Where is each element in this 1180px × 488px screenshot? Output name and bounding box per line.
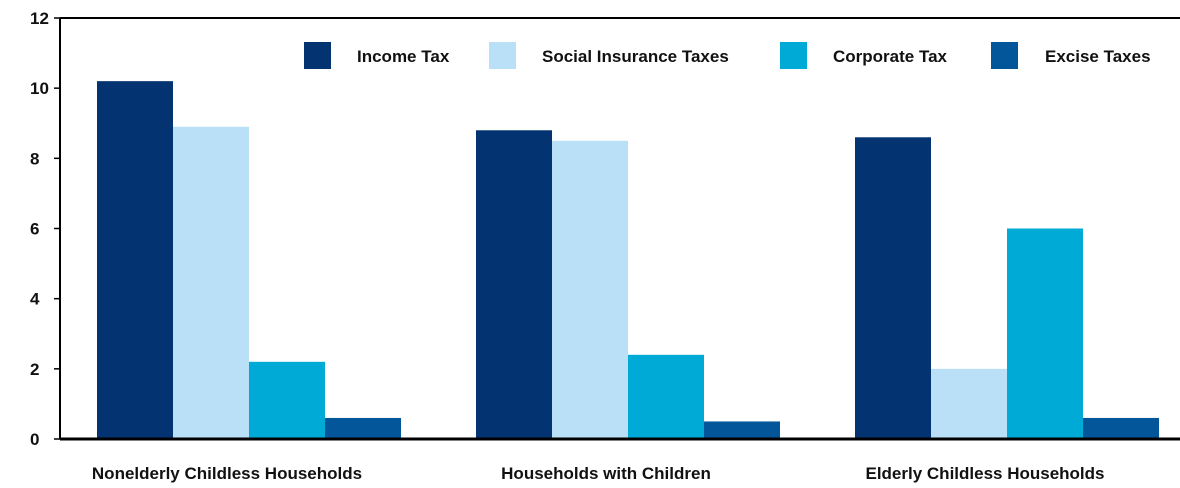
legend-label-social-insurance-taxes: Social Insurance Taxes [542,47,729,66]
y-tick-label: 8 [30,149,39,168]
legend-swatch-corporate-tax [780,42,807,69]
bar-corporate-tax-2 [628,354,704,439]
y-tick-label: 12 [30,9,49,28]
legend-swatch-excise-taxes [991,42,1018,69]
bar-excise-taxes-1 [325,417,401,439]
bar-social-insurance-taxes-2 [552,140,628,439]
y-tick-label: 4 [30,290,40,309]
legend-label-excise-taxes: Excise Taxes [1045,47,1151,66]
y-axis: 0 2 4 6 8 10 12 [30,9,1180,449]
y-tick-label: 0 [30,430,39,449]
bar-social-insurance-taxes-3 [931,368,1007,439]
x-category-label: Households with Children [501,464,711,483]
bar-income-tax-2 [476,130,552,439]
bar-excise-taxes-3 [1083,417,1159,439]
x-category-label: Nonelderly Childless Households [92,464,362,483]
bar-social-insurance-taxes-1 [173,126,249,439]
legend-label-income-tax: Income Tax [357,47,450,66]
y-tick-label: 2 [30,360,39,379]
bar-corporate-tax-3 [1007,228,1083,439]
bar-corporate-tax-1 [249,361,325,439]
legend-swatch-income-tax [304,42,331,69]
x-category-label: Elderly Childless Households [865,464,1104,483]
bars [97,81,1159,440]
legend: Income Tax Social Insurance Taxes Corporat… [304,42,1151,69]
legend-label-corporate-tax: Corporate Tax [833,47,948,66]
bar-income-tax-3 [855,137,931,440]
bar-income-tax-1 [97,81,173,440]
y-tick-label: 6 [30,220,39,239]
y-tick-label: 10 [30,79,49,98]
x-axis: Nonelderly Childless Households Household… [60,437,1180,483]
bar-excise-taxes-2 [704,421,780,439]
legend-swatch-social-insurance-taxes [489,42,516,69]
